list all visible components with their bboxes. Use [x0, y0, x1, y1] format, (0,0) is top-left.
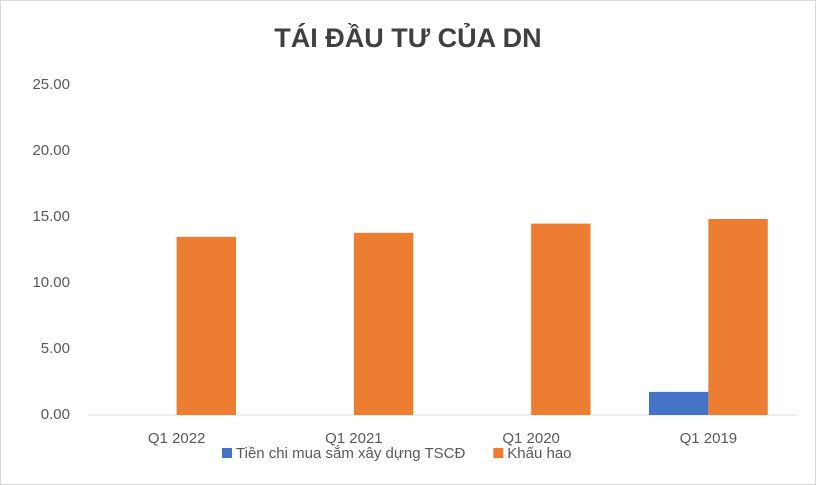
x-tick-label: Q1 2020 [502, 430, 560, 447]
legend-swatch [493, 448, 504, 458]
y-tick-label: 0.00 [41, 406, 70, 423]
bar [648, 391, 709, 415]
x-tick-label: Q1 2022 [148, 430, 206, 447]
x-tick-label: Q1 2021 [325, 430, 383, 447]
bar [531, 223, 591, 415]
legend-label: Tiền chi mua sắm xây dựng TSCĐ [236, 445, 465, 462]
x-tick-label: Q1 2019 [680, 430, 738, 447]
bar [176, 236, 237, 415]
legend-swatch [222, 448, 232, 458]
y-tick-label: 25.00 [32, 76, 70, 93]
y-tick-label: 10.00 [32, 274, 70, 291]
legend-label: Khấu hao [507, 445, 571, 462]
y-tick-label: 15.00 [32, 208, 70, 225]
bar [353, 232, 414, 415]
y-tick-label: 20.00 [32, 142, 70, 159]
chart-title: TÁI ĐẦU TƯ CỦA DN [274, 21, 541, 53]
bar [708, 218, 768, 415]
y-tick-label: 5.00 [41, 340, 70, 357]
